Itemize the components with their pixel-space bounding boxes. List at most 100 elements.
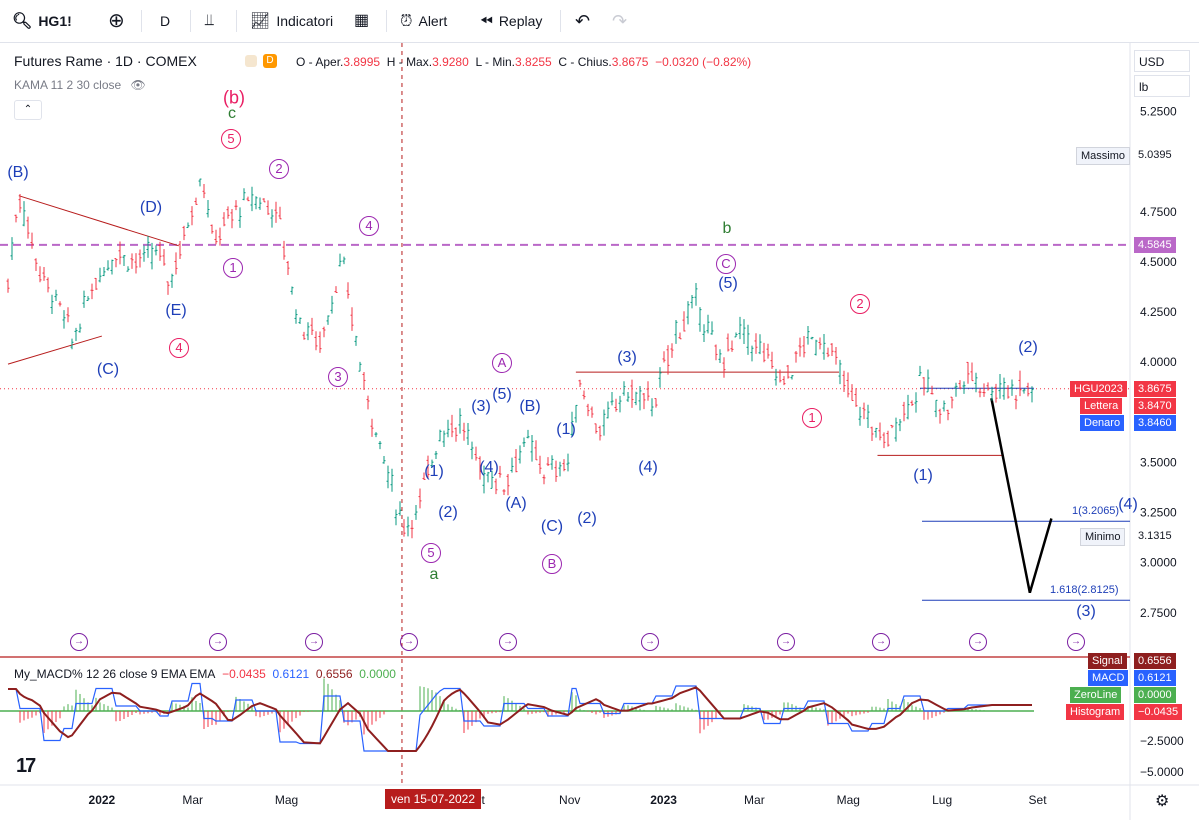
event-marker-icon[interactable]: → (305, 633, 323, 651)
macd-histogram-value: −0.0435 (222, 667, 266, 681)
wave-label: A (492, 353, 512, 373)
event-marker-icon[interactable]: → (969, 633, 987, 651)
chart-area[interactable]: 5.2500 4.7500 4.5000 4.2500 4.0000 3.5000 3.25… (0, 43, 1199, 820)
wave-label: B (542, 554, 562, 574)
bid-price-tag: 3.8460 (1134, 415, 1176, 431)
wave-label: (D) (139, 199, 163, 216)
wave-label: c (228, 105, 236, 122)
signal-label: Signal (1088, 653, 1127, 669)
wave-label: (2) (438, 504, 458, 521)
price-axis-tick: 4.0000 (1140, 355, 1177, 369)
redo-icon[interactable]: ↷ (612, 11, 628, 31)
price-axis-tick: 4.5000 (1140, 255, 1177, 269)
indicators-button[interactable]: 📈︎ Indicatori (250, 0, 333, 42)
time-axis-tick: Mag (837, 793, 860, 807)
macd-signal-value: 0.6556 (315, 667, 353, 681)
macd-line (8, 682, 1032, 752)
histogram-value-tag: −0.0435 (1134, 704, 1183, 720)
settings-gear-icon[interactable]: ⚙ (1155, 793, 1170, 810)
open-label: O - Aper. (296, 55, 344, 69)
macd-axis-tick: −5.0000 (1140, 765, 1184, 779)
search-icon: 🔍︎ (12, 13, 33, 30)
last-price-tag: 3.8675 (1134, 381, 1176, 397)
signal-value-tag: 0.6556 (1134, 653, 1176, 669)
macd-zero-value: 0.0000 (359, 667, 396, 681)
wave-label: 1 (223, 258, 243, 278)
indicators-icon: 📈︎ (250, 13, 271, 30)
time-axis-tick: Mag (275, 793, 298, 807)
chart-type-icon[interactable]: ⫫ (205, 12, 214, 29)
wave-label: 3 (328, 367, 348, 387)
instrument-legend[interactable]: Futures Rame · 1D · COMEX (14, 53, 197, 69)
wave-label: (b) (223, 87, 245, 108)
interval-button[interactable]: D (160, 13, 171, 29)
wave-label: 4 (359, 216, 379, 236)
wave-label: (C) (96, 361, 120, 378)
open-value: 3.8995 (343, 55, 381, 69)
event-marker-icon[interactable]: → (499, 633, 517, 651)
symbol-search-button[interactable]: 🔍︎ HG1! (12, 0, 72, 42)
wave-label: (B) (7, 164, 29, 181)
event-marker-icon[interactable]: → (872, 633, 890, 651)
event-marker-icon[interactable]: → (209, 633, 227, 651)
max-price-label: Massimo (1076, 147, 1131, 165)
replay-button[interactable]: ⏪︎ Replay (480, 0, 542, 42)
price-axis-tick: 3.0000 (1140, 556, 1177, 570)
wave-label: b (722, 220, 732, 237)
low-value: 3.8255 (515, 55, 552, 69)
macd-legend[interactable]: My_MACD% 12 26 close 9 EMA EMA −0.0435 0… (14, 667, 396, 681)
wave-label: (4) (1118, 496, 1138, 513)
wave-label: (4) (638, 459, 658, 476)
price-axis-tick: 4.2500 (1140, 305, 1177, 319)
wave-label: 1 (802, 408, 822, 428)
macd-value-tag: 0.6121 (1134, 670, 1176, 686)
event-marker-icon[interactable]: → (70, 633, 88, 651)
time-axis-tick: Mar (182, 793, 203, 807)
wave-label: (A) (505, 495, 527, 512)
unit-select[interactable]: lb (1134, 75, 1190, 97)
zeroline-label: ZeroLine (1070, 687, 1122, 703)
wave-label: 5 (421, 543, 441, 563)
toolbar-divider (386, 10, 387, 32)
price-axis-tick: 3.5000 (1140, 455, 1177, 469)
time-axis-tick: Set (1029, 793, 1048, 807)
market-status-icon (245, 55, 257, 67)
price-chart[interactable]: 5.2500 4.7500 4.5000 4.2500 4.0000 3.5000 3.25… (0, 43, 1199, 820)
wave-label: (1) (424, 463, 444, 480)
toolbar-divider (190, 10, 191, 32)
eye-hidden-icon[interactable]: 👁︎ (130, 78, 146, 92)
rewind-icon: ⏪︎ (480, 13, 493, 30)
event-marker-icon[interactable]: → (777, 633, 795, 651)
ohlc-readout: O - Aper.3.8995 H - Max.3.9280 L - Min.3… (296, 55, 751, 69)
collapse-legend-button[interactable]: ⌃ (14, 100, 42, 120)
currency-select[interactable]: USD (1134, 50, 1190, 72)
wave-label: 4 (169, 338, 189, 358)
wave-label: C (716, 254, 736, 274)
kama-label: KAMA 11 2 30 close (14, 78, 122, 92)
tradingview-logo: 17 (16, 755, 36, 777)
instrument-title: Futures Rame · 1D · COMEX (14, 53, 197, 69)
high-value: 3.9280 (432, 55, 469, 69)
kama-legend[interactable]: KAMA 11 2 30 close 👁︎ (14, 78, 146, 92)
event-marker-icon[interactable]: → (400, 633, 418, 651)
event-marker-icon[interactable]: → (641, 633, 659, 651)
alert-button[interactable]: ⏰︎ Alert (400, 0, 447, 42)
alarm-clock-icon: ⏰︎ (400, 13, 413, 30)
wave-label: 2 (850, 294, 870, 314)
wave-label: (1) (556, 421, 576, 438)
replay-label: Replay (498, 13, 543, 29)
wave-label: 2 (269, 159, 289, 179)
crosshair-date-label: ven 15-07-2022 (385, 789, 481, 809)
undo-icon[interactable]: ↶ (575, 11, 591, 31)
zeroline-value-tag: 0.0000 (1134, 687, 1176, 703)
toolbar-divider (560, 10, 561, 32)
close-label: C - Chius. (558, 55, 612, 69)
wave-label: (5) (718, 275, 738, 292)
wave-label: (B) (519, 398, 541, 415)
event-marker-icon[interactable]: → (1067, 633, 1085, 651)
wave-label: (3) (471, 398, 491, 415)
layout-grid-icon[interactable]: ▦ (354, 12, 370, 29)
add-symbol-icon[interactable]: ⊕ (108, 10, 125, 32)
time-axis-tick: 2023 (650, 793, 677, 807)
triangle-lower-line (7, 335, 103, 365)
